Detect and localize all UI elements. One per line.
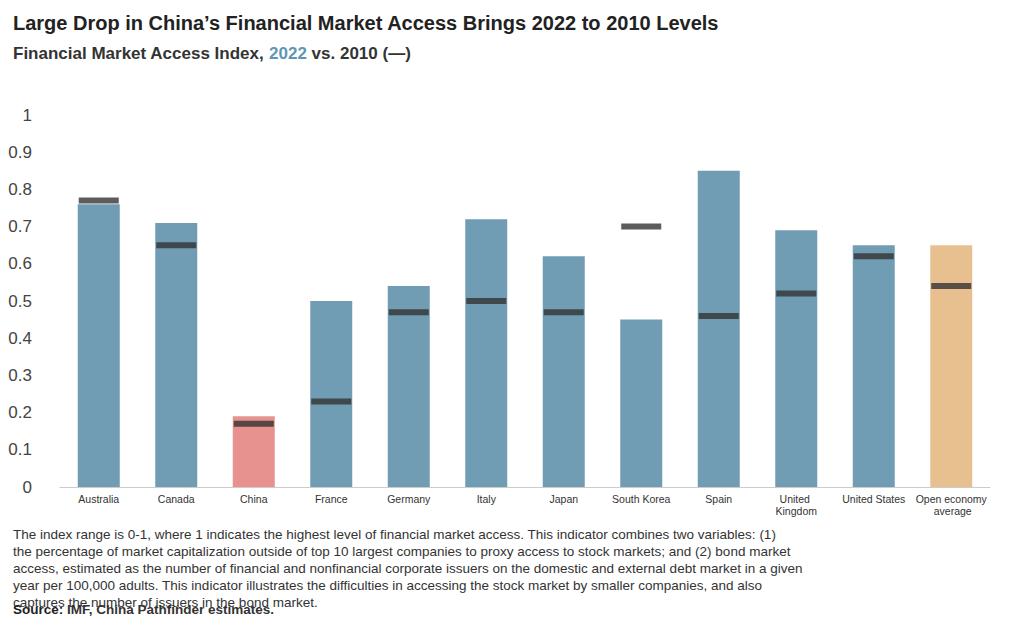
svg-text:access, estimated as the numbe: access, estimated as the number of finan…: [13, 561, 806, 576]
svg-text:The index range is 0-1, where: The index range is 0-1, where 1 indicate…: [13, 527, 780, 542]
svg-text:1: 1: [23, 106, 32, 125]
svg-text:Australia: Australia: [78, 493, 119, 505]
svg-text:South Korea: South Korea: [612, 493, 671, 505]
svg-text:Large Drop in China’s Financia: Large Drop in China’s Financial Market A…: [13, 12, 718, 34]
svg-text:0.3: 0.3: [8, 366, 32, 385]
svg-text:0.7: 0.7: [8, 217, 32, 236]
svg-text:Canada: Canada: [158, 493, 195, 505]
svg-text:United States: United States: [842, 493, 905, 505]
svg-text:Kingdom: Kingdom: [776, 505, 818, 517]
svg-text:Open economy: Open economy: [916, 493, 988, 505]
svg-text:China: China: [240, 493, 268, 505]
svg-text:0.1: 0.1: [8, 440, 32, 459]
svg-text:France: France: [315, 493, 348, 505]
svg-text:Spain: Spain: [705, 493, 732, 505]
svg-text:0.9: 0.9: [8, 143, 32, 162]
svg-text:2022: 2022: [269, 44, 307, 63]
svg-text:0.6: 0.6: [8, 254, 32, 273]
svg-text:Japan: Japan: [549, 493, 578, 505]
svg-text:average: average: [931, 505, 972, 517]
svg-text:year per 100,000 adults. This: year per 100,000 adults. This indicator …: [13, 578, 766, 593]
svg-text:Germany: Germany: [387, 493, 431, 505]
svg-text:0.2: 0.2: [8, 403, 32, 422]
svg-text:0.5: 0.5: [8, 292, 32, 311]
svg-text:0.8: 0.8: [8, 180, 32, 199]
svg-text:Financial Market Access Index,: Financial Market Access Index,: [13, 44, 268, 63]
svg-text:the percentage of market capit: the percentage of market capitalization …: [13, 544, 794, 559]
svg-text:Source:: Source:: [13, 602, 63, 617]
svg-text:0.4: 0.4: [8, 329, 32, 348]
svg-text:0: 0: [23, 478, 32, 497]
svg-text:IMF, China Pathfinder estimate: IMF, China Pathfinder estimates.: [63, 602, 274, 617]
svg-text:United: United: [780, 493, 813, 505]
svg-text:Italy: Italy: [477, 493, 497, 505]
svg-text:vs. 2010 (—): vs. 2010 (—): [307, 44, 411, 63]
